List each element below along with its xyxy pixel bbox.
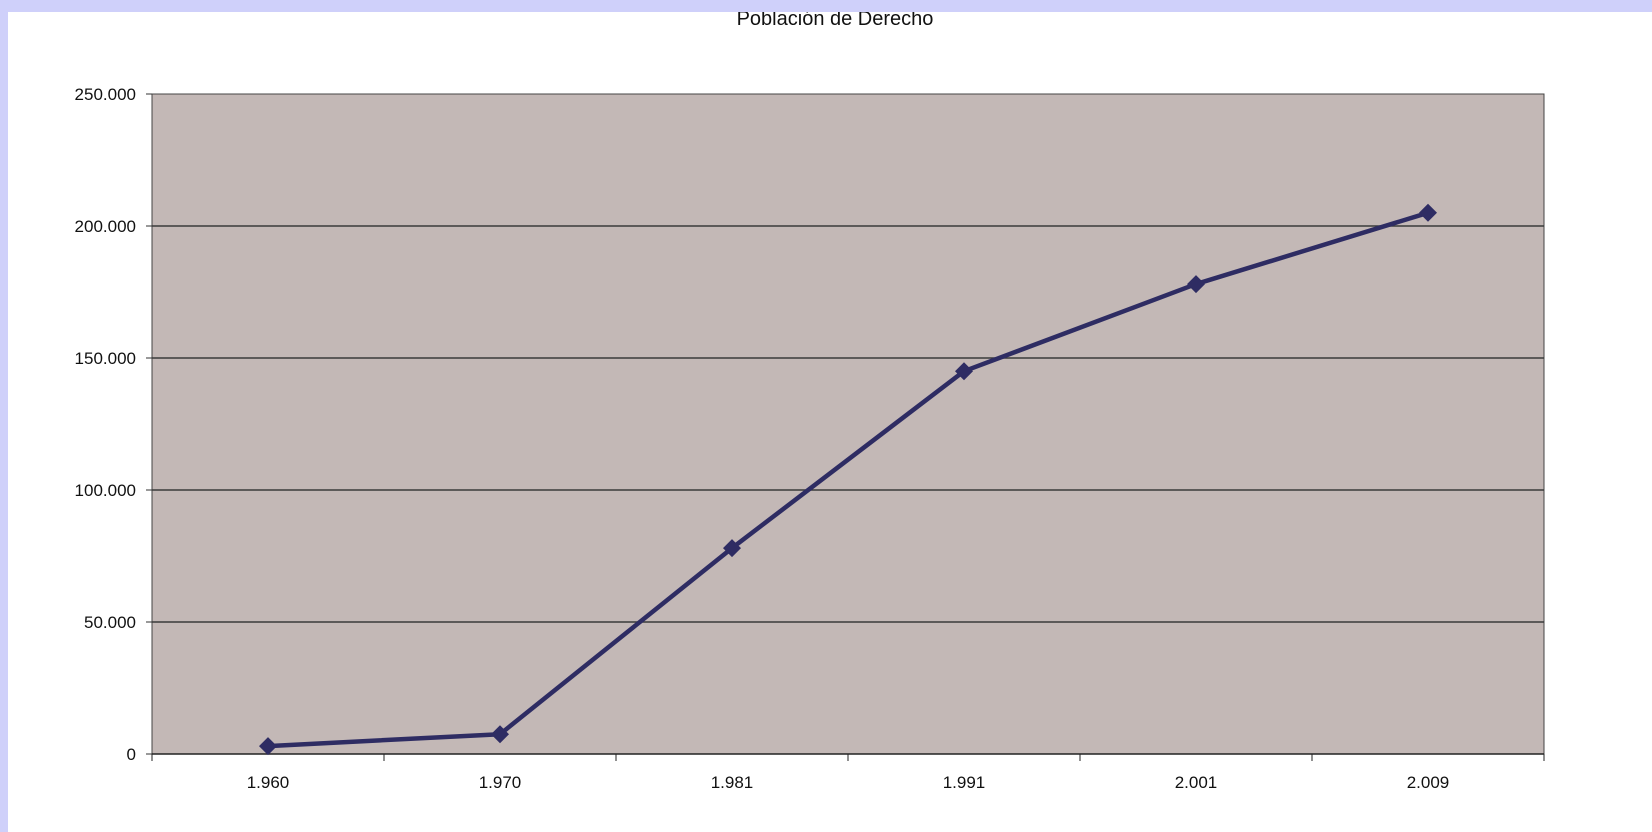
- data-point-marker: [1419, 203, 1437, 222]
- x-tick-label: 1.991: [943, 773, 986, 792]
- data-point-marker: [723, 539, 741, 558]
- x-axis: 1.960 1.970 1.981 1.991 2.001 2.009: [151, 753, 1545, 792]
- y-tick-label: 250.000: [75, 85, 136, 104]
- y-tick-label: 150.000: [75, 349, 136, 368]
- x-tick-label: 1.960: [247, 773, 290, 792]
- series-line: [259, 203, 1437, 756]
- y-axis: 0 50.000 100.000 150.000 200.000 250.000: [75, 85, 152, 764]
- data-point-marker: [259, 737, 277, 756]
- data-point-marker: [491, 725, 509, 744]
- plot-area: [151, 93, 1545, 755]
- line-chart: Población de Derecho 0 50.000 100.000 150.0…: [75, 12, 1545, 792]
- y-tick-label: 0: [127, 745, 136, 764]
- gridlines: [152, 225, 1544, 623]
- series-polyline: [267, 210, 1429, 749]
- y-tick-label: 50.000: [84, 613, 136, 632]
- data-point-marker: [1187, 275, 1205, 294]
- chart-title: Población de Derecho: [737, 12, 934, 30]
- x-tick-label: 2.009: [1407, 773, 1450, 792]
- x-tick-label: 1.970: [479, 773, 522, 792]
- x-tick-label: 2.001: [1175, 773, 1218, 792]
- y-tick-label: 100.000: [75, 481, 136, 500]
- data-point-marker: [955, 362, 973, 381]
- chart-frame: Población de Derecho 0 50.000 100.000 150.0…: [8, 12, 1652, 832]
- y-tick-label: 200.000: [75, 217, 136, 236]
- x-tick-label: 1.981: [711, 773, 754, 792]
